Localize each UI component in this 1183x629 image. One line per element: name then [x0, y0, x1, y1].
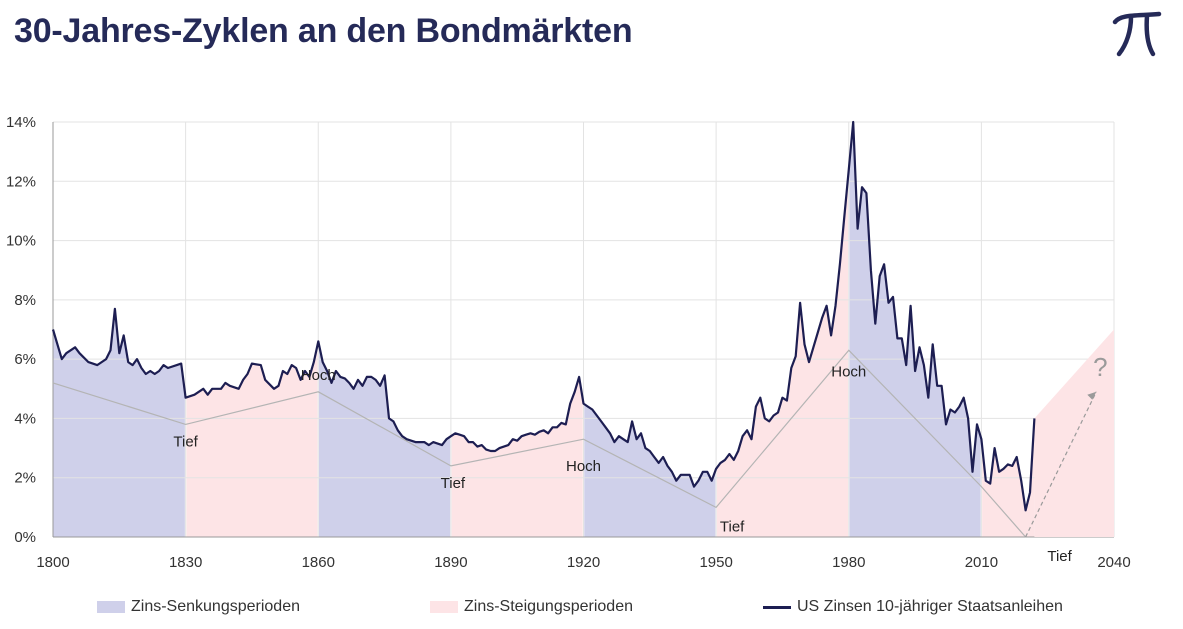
legend-label-down: Zins-Senkungsperioden [131, 598, 300, 615]
cycle-annotations: Tief Hoch Tief Hoch Tief Hoch Tief [173, 363, 1072, 565]
period-up-1950 [716, 169, 849, 537]
y-tick-label: 2% [14, 470, 36, 487]
x-tick-label: 1980 [832, 554, 865, 571]
period-bands [53, 122, 1035, 537]
legend-item-line: US Zinsen 10-jähriger Staatsanleihen [763, 598, 1063, 616]
period-down-1980 [848, 122, 982, 537]
legend-swatch-up [430, 601, 458, 613]
legend: Zins-Senkungsperioden Zins-Steigungsperi… [0, 598, 1183, 620]
x-tick-label: 1860 [302, 554, 335, 571]
annotation-hoch: Hoch [831, 363, 866, 380]
cycle-trend-lines [52, 349, 1027, 538]
annotation-hoch: Hoch [566, 458, 601, 475]
period-up-1830 [185, 341, 319, 537]
annotation-tief: Tief [1047, 548, 1072, 565]
x-tick-label: 1950 [699, 554, 732, 571]
yield-series [51, 120, 1036, 512]
x-tick-label: 1920 [567, 554, 600, 571]
page-title: 30-Jahres-Zyklen an den Bondmärkten [14, 12, 633, 50]
annotation-tief: Tief [441, 475, 466, 492]
annotation-hoch: Hoch [301, 367, 336, 384]
forecast-arrow-head [1087, 391, 1097, 400]
period-down-1920 [583, 403, 717, 537]
x-tick-label: 1890 [434, 554, 467, 571]
legend-swatch-down [97, 601, 125, 613]
legend-item-down: Zins-Senkungsperioden [97, 598, 300, 616]
forecast-area-fill [1034, 329, 1114, 537]
y-tick-label: 8% [14, 292, 36, 309]
period-down-1860 [318, 341, 451, 537]
gridlines [52, 121, 1115, 538]
forecast-area: ? [1025, 329, 1114, 538]
legend-swatch-line [763, 605, 791, 609]
x-tick-label: 2010 [965, 554, 998, 571]
annotation-tief: Tief [720, 518, 745, 535]
legend-label-up: Zins-Steigungsperioden [464, 598, 633, 615]
trend-line [52, 349, 1027, 538]
x-axis-ticks: 1800 1830 1860 1890 1920 1950 1980 2010 2040 [36, 554, 1130, 571]
y-tick-label: 4% [14, 410, 36, 427]
x-tick-label: 1830 [169, 554, 202, 571]
forecast-arrow-line [1025, 391, 1097, 538]
forecast-question-mark: ? [1093, 352, 1107, 382]
y-tick-label: 0% [14, 529, 36, 546]
y-tick-label: 10% [6, 233, 36, 250]
y-axis-ticks: 0% 2% 4% 6% 8% 10% 12% 14% [6, 114, 36, 546]
y-tick-label: 14% [6, 114, 36, 131]
y-tick-label: 6% [14, 351, 36, 368]
x-tick-label: 1800 [36, 554, 69, 571]
series-line-us-10y [51, 120, 1036, 512]
legend-label-line: US Zinsen 10-jähriger Staatsanleihen [797, 598, 1063, 615]
period-up-1890 [450, 376, 584, 537]
pi-icon [1112, 11, 1162, 57]
annotation-tief: Tief [173, 433, 198, 450]
x-tick-label: 2040 [1097, 554, 1130, 571]
period-down-1800 [53, 308, 186, 537]
y-tick-label: 12% [6, 173, 36, 190]
bond-yield-chart: ? 1800 1830 1860 1890 1920 1950 1980 2010 2040 0… [6, 114, 1131, 571]
legend-item-up: Zins-Steigungsperioden [430, 598, 633, 616]
